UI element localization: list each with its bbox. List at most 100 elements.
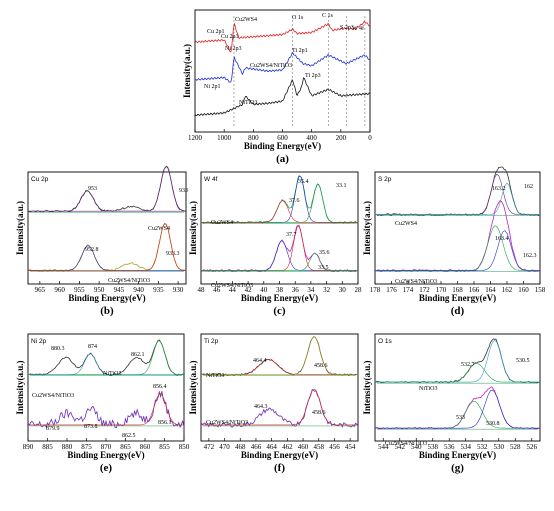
panel-a [194,9,371,133]
fit-component [28,165,187,212]
annotation: Cu2WS4 [211,220,233,226]
annotation: Cu2WS4/NiTiO3 [108,278,150,284]
annotation: 933 [179,188,188,194]
y-axis-label: Intensity(a.u.) [188,201,198,255]
annotation: 35.6 [319,250,330,256]
annotation: Cu2WS4/NiTiO3 [385,441,427,447]
x-tick-label: 530 [494,443,505,451]
annotation: NiTiO3 [206,373,224,379]
x-tick-label: 470 [219,443,230,451]
x-axis-label: Binding Energy(eV) [241,450,318,460]
plot-frame [27,171,187,285]
y-axis-label: Intensity(a.u.) [188,360,198,414]
x-tick-label: 40 [260,286,268,294]
y-axis-label: Intensity(a.u.) [362,201,372,255]
x-tick-label: 865 [120,443,131,451]
annotation: 862.5 [122,433,136,439]
annotation: Cu 2p1 [207,29,225,35]
x-tick-label: 454 [345,443,356,451]
x-tick-label: 1000 [217,134,232,142]
x-tick-label: 935 [153,286,164,294]
annotation: C 1s [322,13,334,19]
panel-caption: (b) [100,305,114,317]
x-tick-label: 940 [133,286,144,294]
x-tick-label: 166 [469,286,480,294]
x-tick-label: 540 [411,443,422,451]
annotation: 162.3 [523,253,537,259]
x-tick-label: 168 [452,286,463,294]
panel-caption: (g) [451,462,464,474]
panel-c [200,171,359,285]
x-tick-label: 1200 [188,134,203,142]
x-tick-label: 464 [266,443,277,451]
x-tick-label: 160 [518,286,529,294]
panel-d [374,166,541,285]
x-tick-label: 460 [298,443,309,451]
x-tick-label: 950 [94,286,105,294]
x-tick-label: 172 [419,286,430,294]
x-tick-label: 528 [510,443,521,451]
fit-component [201,252,358,271]
fit-component [375,339,540,383]
x-tick-label: 536 [444,443,455,451]
spectrum-top [201,174,359,225]
fit-component [28,223,187,271]
y-axis-label: Intensity(a.u.) [15,360,25,414]
spectrum-top [375,166,541,217]
x-tick-label: 200 [336,134,347,142]
y-axis-label: Intensity(a.u.) [362,360,372,414]
annotation: 953 [88,186,97,192]
fit-component [375,225,540,271]
x-tick-label: 472 [204,443,215,451]
panel-title: Ti 2p [204,338,219,345]
x-tick-label: 850 [179,443,190,451]
annotation: 458.6 [312,410,326,416]
spectrum-top [28,339,185,376]
annotation: 163.4 [495,236,509,242]
panel-caption: (f) [274,462,285,474]
panel-g [374,333,541,442]
fit-component [201,336,358,376]
annotation: O 1s [292,15,304,21]
panel-f [200,333,359,442]
fit-component [28,190,186,212]
annotation: Cu 2p3 [221,34,239,40]
annotation: NiTiO3 [239,100,257,106]
annotation: 37.7 [286,232,297,238]
annotation: 862.1 [131,352,145,358]
fit-component [201,225,358,271]
x-tick-label: 532 [477,443,488,451]
annotation: Cu2WS4/NiTiO3 [211,283,253,289]
series-0 [194,21,371,53]
x-tick-label: 30 [339,286,347,294]
annotation: 533 [456,415,465,421]
fit-component [201,175,358,223]
annotation: 856.4 [153,384,167,390]
annotation: Cu2WS4 [395,221,417,227]
annotation: Cu2WS4/NiTiO3 [250,63,292,69]
series-2 [194,77,371,117]
x-tick-label: 466 [251,443,262,451]
spectrum-top [28,166,187,213]
annotation: Cu2WS4 [235,17,257,23]
panel-title: Ni 2p [31,338,47,345]
x-tick-label: 468 [235,443,246,451]
annotation: Cu2WS4/NiTiO3 [395,279,437,285]
fit-component [201,200,358,223]
x-tick-label: 162 [502,286,513,294]
x-tick-label: 600 [277,134,288,142]
fit-component [375,182,540,215]
x-tick-label: 885 [42,443,53,451]
panel-caption: (e) [100,462,113,474]
panel-title: S 2p [378,176,392,183]
annotation: W 4f [352,25,364,32]
x-tick-label: 860 [140,443,151,451]
annotation: Ti 2p3 [305,73,321,79]
fit-component [28,353,184,376]
annotation: Cu2WS4/NiTiO3 [32,393,74,399]
panel-e [27,333,185,442]
x-tick-label: 855 [159,443,170,451]
panel-caption: (d) [451,305,465,317]
plot-frame [374,333,541,442]
panel-title: Cu 2p [31,176,49,183]
